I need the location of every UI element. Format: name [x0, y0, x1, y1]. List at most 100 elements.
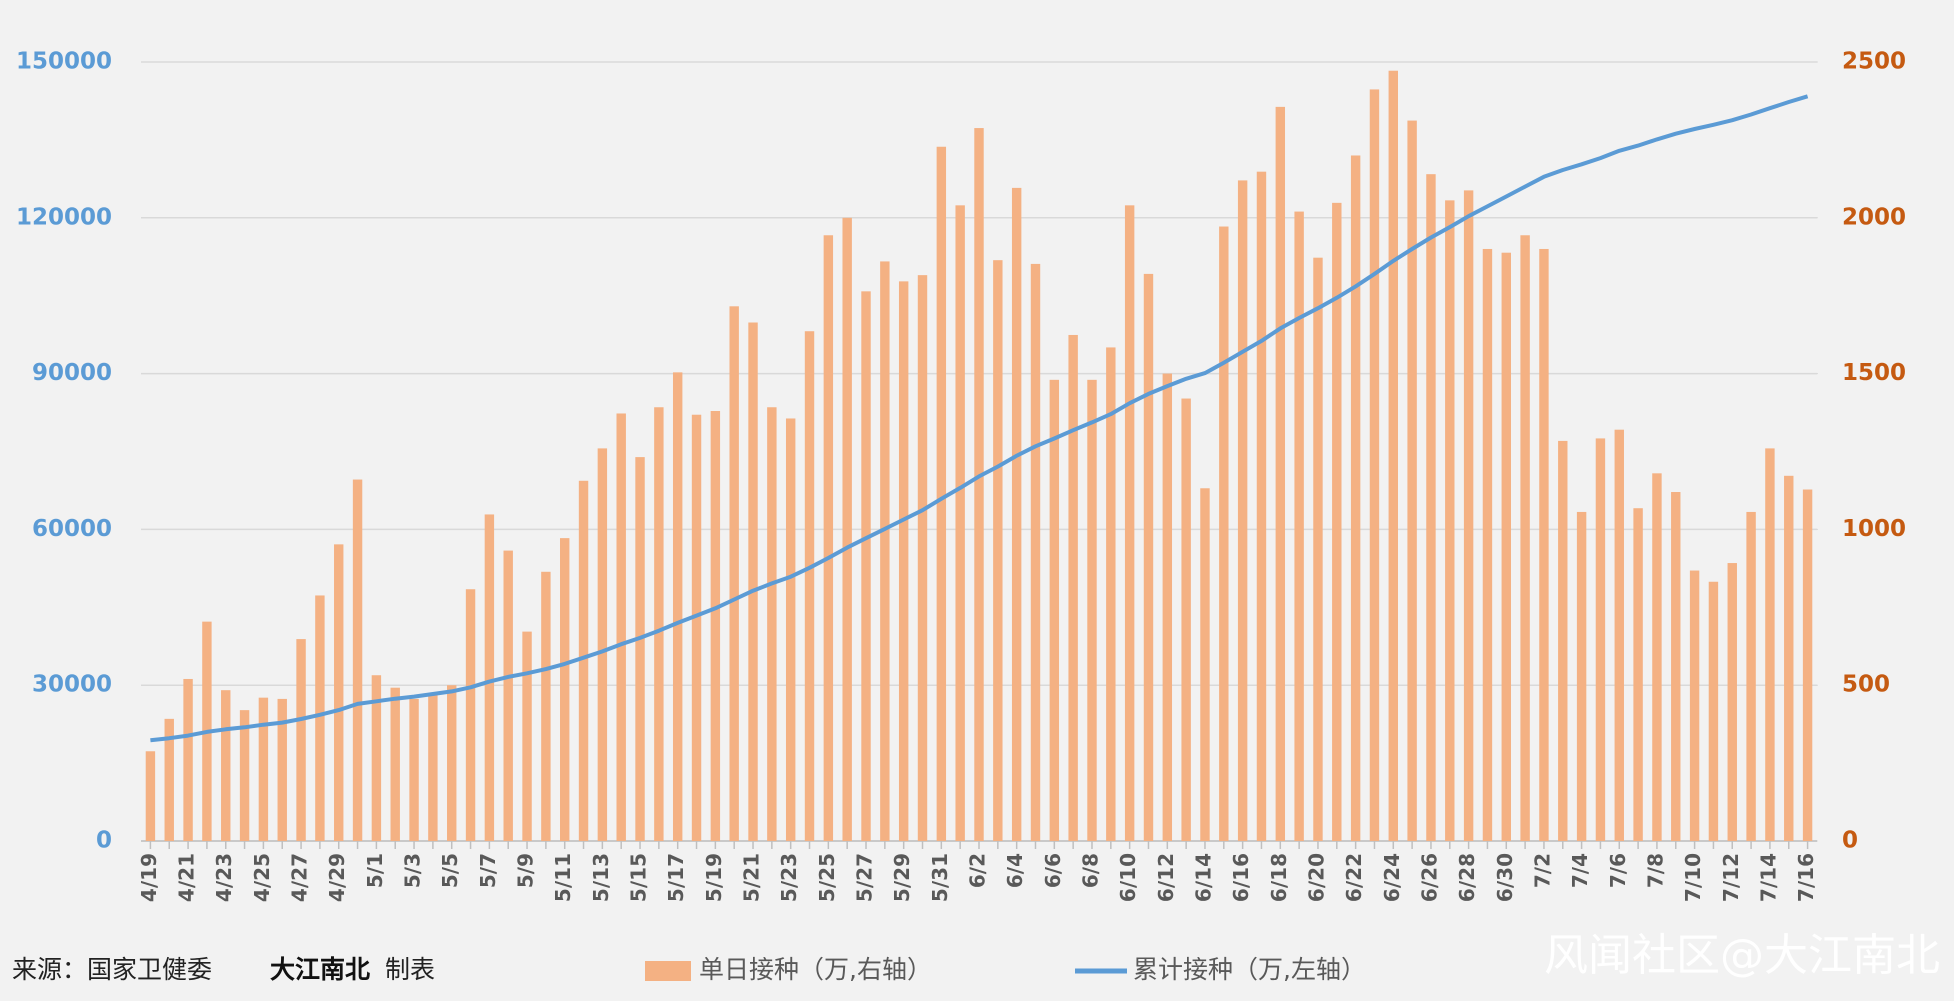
- bar: [1652, 473, 1662, 841]
- bar: [1482, 248, 1493, 841]
- x-tick-label: 5/17: [664, 853, 688, 902]
- bar: [1802, 489, 1813, 841]
- bar: [654, 407, 664, 841]
- bar: [1200, 488, 1210, 841]
- bar: [710, 410, 721, 841]
- line: [150, 94, 1809, 743]
- bar: [1068, 334, 1078, 841]
- bar: [1501, 252, 1511, 841]
- bar: [1369, 89, 1380, 842]
- bar: [1539, 248, 1549, 841]
- x-tick-label: 5/27: [853, 853, 877, 902]
- x-tick-label: 4/19: [137, 853, 161, 902]
- x-tick-label: 5/25: [815, 853, 839, 902]
- bar: [258, 697, 269, 841]
- bar: [334, 544, 344, 841]
- bar: [974, 128, 984, 841]
- bar: [1388, 70, 1398, 842]
- bar: [1576, 511, 1587, 841]
- bar: [578, 480, 589, 841]
- bar: [861, 291, 871, 841]
- y2-tick-label: 500: [1842, 672, 1890, 698]
- legend-swatch: [645, 961, 691, 981]
- bar: [1011, 187, 1022, 841]
- bar: [785, 418, 796, 841]
- x-tick-label: 7/8: [1643, 853, 1667, 888]
- x-tick-label: 5/13: [589, 853, 613, 902]
- bar: [1106, 347, 1116, 841]
- x-tick-label: 5/23: [777, 853, 801, 902]
- x-tick-label: 4/29: [325, 853, 349, 902]
- bar: [1784, 475, 1794, 841]
- bar: [672, 372, 683, 841]
- legend-label: 单日接种（万,右轴）: [699, 955, 932, 984]
- x-tick-label: 5/21: [740, 853, 764, 902]
- bar: [1087, 379, 1097, 841]
- bar: [1595, 438, 1606, 841]
- x-tick-label: 6/26: [1417, 853, 1441, 902]
- bar: [1558, 440, 1568, 841]
- bar: [428, 695, 438, 841]
- x-tick-label: 6/30: [1493, 853, 1517, 902]
- bar: [1426, 174, 1436, 841]
- bar: [917, 275, 928, 841]
- bar: [1520, 235, 1530, 841]
- x-tick-label: 5/31: [928, 853, 952, 902]
- bar: [936, 146, 947, 842]
- x-tick-label: 5/9: [514, 853, 538, 888]
- x-tick-label: 7/10: [1681, 853, 1705, 902]
- y-tick-label: 30000: [32, 672, 112, 698]
- bar: [1294, 211, 1304, 841]
- x-tick-label: 6/12: [1154, 853, 1178, 902]
- y-tick-label: 60000: [32, 516, 112, 542]
- x-tick-label: 6/16: [1229, 853, 1253, 902]
- legend-label: 累计接种（万,左轴）: [1133, 955, 1366, 984]
- bar: [1049, 379, 1060, 841]
- bar: [767, 407, 777, 841]
- bar: [1463, 190, 1474, 841]
- bar: [1332, 202, 1342, 841]
- bar: [239, 710, 250, 841]
- bar: [842, 217, 852, 842]
- bar: [145, 751, 156, 841]
- x-tick-label: 6/4: [1003, 853, 1027, 888]
- bar: [183, 678, 193, 841]
- x-tick-label: 7/6: [1606, 853, 1630, 888]
- y-tick-label: 0: [96, 828, 112, 854]
- bar: [1765, 448, 1775, 841]
- bar: [1614, 429, 1624, 841]
- watermark: 风闻社区@大江南北: [1544, 930, 1940, 981]
- bar: [1727, 563, 1737, 841]
- bar: [635, 457, 645, 841]
- x-tick-label: 6/18: [1267, 853, 1291, 902]
- bar: [1030, 263, 1041, 841]
- y2-tick-label: 1000: [1842, 516, 1906, 542]
- bar: [484, 514, 495, 841]
- x-tick-label: 6/28: [1455, 853, 1479, 902]
- source: 来源：国家卫健委: [12, 955, 212, 984]
- bar: [1313, 257, 1323, 841]
- bar: [164, 718, 174, 841]
- bar: [560, 538, 570, 841]
- bar: [447, 685, 457, 841]
- bar: [1143, 273, 1154, 841]
- bar: [1407, 120, 1417, 841]
- bar: [465, 589, 476, 841]
- bar: [898, 281, 909, 841]
- y-tick-label: 90000: [32, 360, 112, 386]
- bar: [993, 260, 1003, 841]
- bar: [597, 448, 608, 841]
- x-tick-label: 6/6: [1041, 853, 1065, 888]
- bar: [1181, 398, 1191, 841]
- bar: [1633, 508, 1643, 841]
- x-tick-label: 4/27: [288, 853, 312, 902]
- x-tick-label: 6/24: [1380, 853, 1404, 902]
- bar: [1746, 511, 1756, 841]
- x-tick-label: 5/15: [627, 853, 651, 902]
- y2-tick-label: 0: [1842, 828, 1858, 854]
- x-tick-label: 5/29: [890, 853, 914, 902]
- bar: [1256, 171, 1267, 841]
- bar: [1275, 106, 1286, 841]
- bar: [503, 550, 513, 841]
- x-tick-label: 6/14: [1191, 853, 1215, 902]
